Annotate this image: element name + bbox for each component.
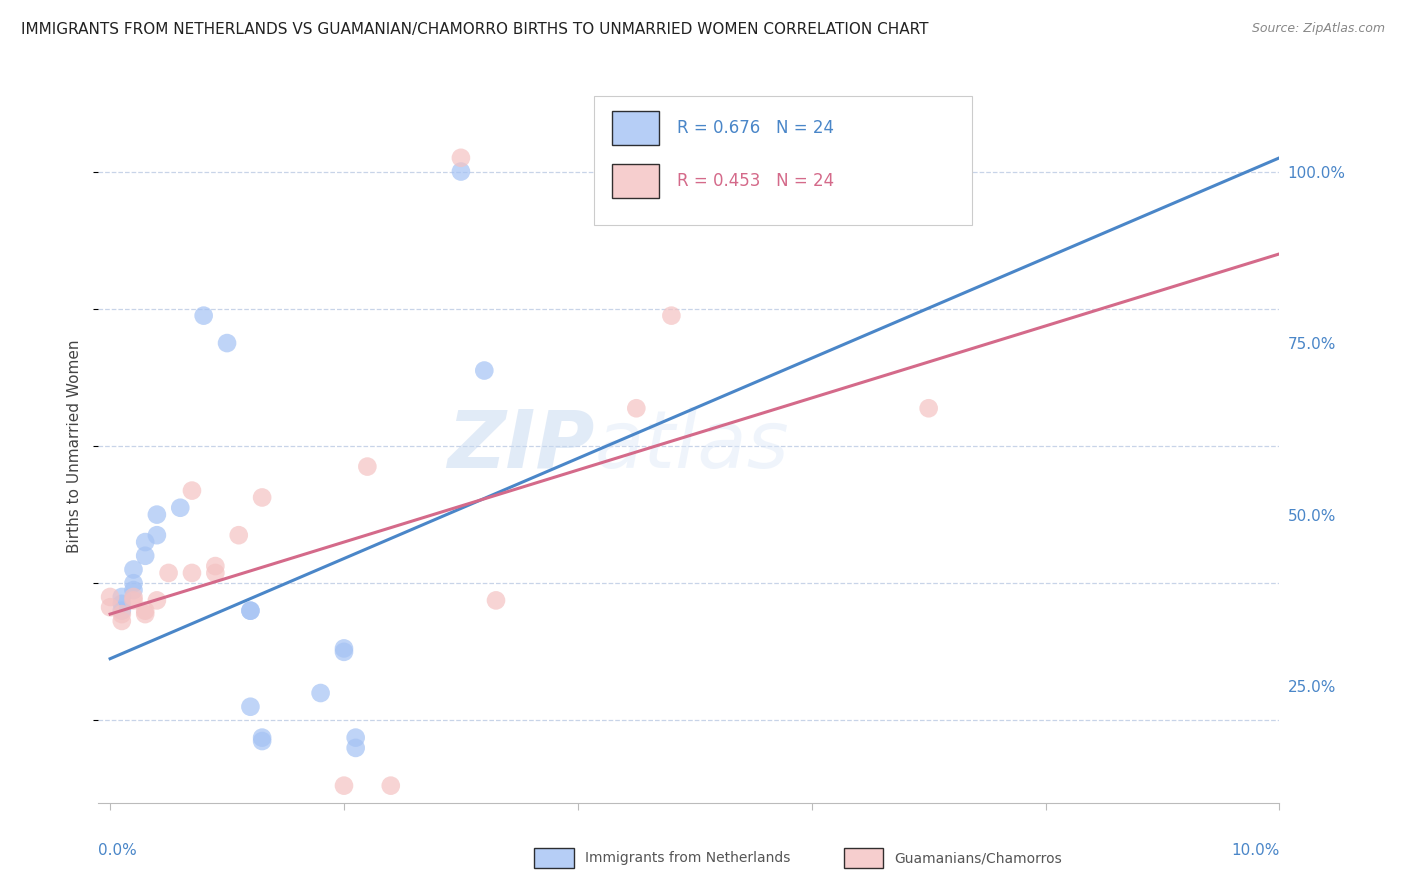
FancyBboxPatch shape [595, 96, 973, 225]
Text: Source: ZipAtlas.com: Source: ZipAtlas.com [1251, 22, 1385, 36]
Point [380, 779, 402, 793]
Point [894, 164, 917, 178]
Point [134, 535, 156, 549]
Point [661, 309, 683, 323]
Text: atlas: atlas [595, 407, 789, 485]
Point [344, 740, 367, 755]
Point [146, 593, 169, 607]
Point [122, 562, 145, 576]
Point [111, 614, 134, 628]
Point [193, 309, 215, 323]
Point [707, 164, 730, 178]
Point [181, 483, 204, 498]
Point [122, 593, 145, 607]
Point [250, 734, 273, 748]
Point [134, 607, 156, 621]
Point [450, 151, 472, 165]
Point [98, 600, 121, 615]
Point [250, 491, 273, 505]
Text: 10.0%: 10.0% [1232, 843, 1279, 858]
Point [122, 583, 145, 598]
Text: IMMIGRANTS FROM NETHERLANDS VS GUAMANIAN/CHAMORRO BIRTHS TO UNMARRIED WOMEN CORR: IMMIGRANTS FROM NETHERLANDS VS GUAMANIAN… [21, 22, 928, 37]
Point [239, 604, 262, 618]
Text: Immigrants from Netherlands: Immigrants from Netherlands [585, 851, 790, 865]
Point [239, 604, 262, 618]
Point [215, 336, 238, 351]
Point [356, 459, 378, 474]
Y-axis label: Births to Unmarried Women: Births to Unmarried Women [67, 339, 83, 553]
FancyBboxPatch shape [612, 111, 659, 145]
Point [111, 590, 134, 604]
Point [333, 645, 356, 659]
Point [250, 731, 273, 745]
Point [111, 607, 134, 621]
Point [157, 566, 180, 580]
Point [309, 686, 332, 700]
Point [98, 590, 121, 604]
Point [228, 528, 250, 542]
Text: ZIP: ZIP [447, 407, 595, 485]
Point [169, 500, 191, 515]
Point [146, 528, 169, 542]
Point [181, 566, 204, 580]
Point [917, 401, 939, 416]
Point [204, 559, 226, 574]
Point [344, 731, 367, 745]
Point [122, 576, 145, 591]
Text: R = 0.676   N = 24: R = 0.676 N = 24 [678, 119, 834, 136]
Point [333, 641, 356, 656]
Point [485, 593, 508, 607]
Point [146, 508, 169, 522]
Point [111, 597, 134, 611]
Text: Guamanians/Chamorros: Guamanians/Chamorros [894, 851, 1062, 865]
Point [626, 401, 648, 416]
Text: 0.0%: 0.0% [98, 843, 138, 858]
Point [122, 590, 145, 604]
Point [204, 566, 226, 580]
Point [239, 699, 262, 714]
Point [472, 363, 495, 377]
Point [111, 604, 134, 618]
Point [333, 779, 356, 793]
FancyBboxPatch shape [612, 164, 659, 198]
Text: R = 0.453   N = 24: R = 0.453 N = 24 [678, 172, 834, 190]
Point [134, 549, 156, 563]
Point [450, 164, 472, 178]
Point [134, 604, 156, 618]
